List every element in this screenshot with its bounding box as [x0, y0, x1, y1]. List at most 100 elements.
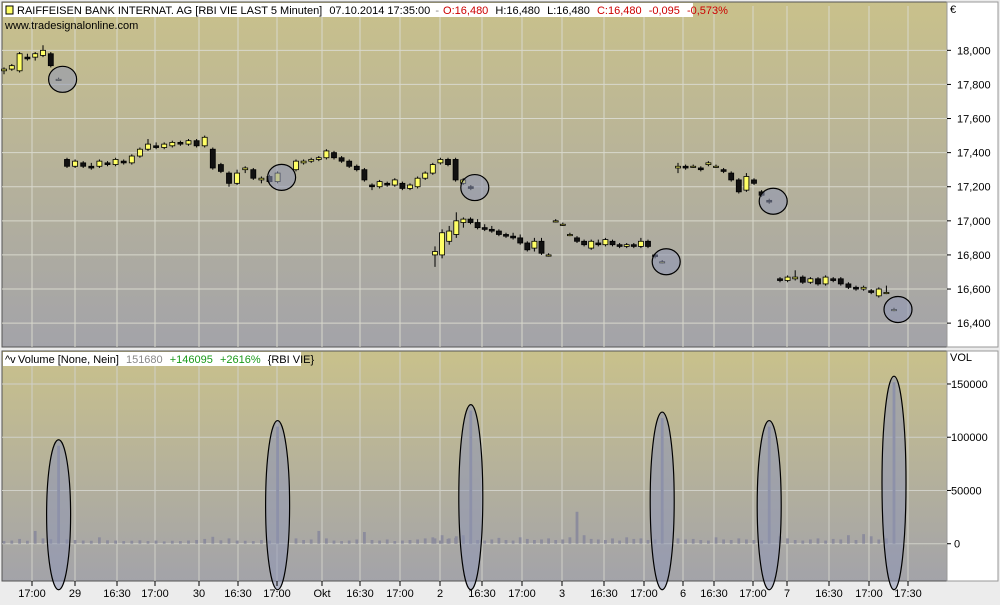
candle-body — [517, 237, 524, 244]
candle-body — [784, 276, 791, 281]
time-tick-label: 2 — [437, 588, 443, 600]
volume-bar — [847, 535, 850, 544]
volume-bar — [347, 540, 351, 544]
closing-volume-highlight — [756, 419, 782, 591]
volume-bar — [625, 537, 629, 544]
candle-body — [437, 159, 444, 164]
price-header-close: C:16,480 — [597, 5, 642, 17]
volume-tick-label: 100000 — [951, 432, 988, 444]
candle-body — [369, 184, 375, 188]
candle-body — [728, 172, 735, 181]
candle-body — [559, 223, 566, 226]
price-header-date: 07.10.2014 17:35:00 — [329, 5, 430, 17]
volume-bar — [332, 540, 336, 544]
volume-bar — [869, 536, 873, 544]
time-tick-label: 17:00 — [141, 588, 169, 600]
volume-bar — [325, 538, 328, 544]
volume-bar — [340, 541, 343, 544]
volume-bar — [596, 539, 600, 544]
volume-bar — [219, 540, 223, 544]
candle-body — [675, 165, 681, 169]
time-tick-label: 17:00 — [508, 588, 536, 600]
candle-body — [799, 276, 806, 283]
volume-bar — [568, 537, 572, 544]
price-tick-label: 17,600 — [957, 114, 991, 126]
volume-bar — [385, 539, 389, 544]
price-tick-label: 18,000 — [957, 45, 991, 57]
candle-body — [574, 237, 580, 242]
candle-body — [735, 179, 742, 193]
closing-volume-highlight — [458, 404, 484, 591]
volume-bar — [752, 539, 756, 544]
price-tick-label: 16,800 — [957, 250, 991, 262]
candle-body — [510, 235, 517, 239]
volume-bar — [203, 538, 207, 544]
candle-body — [234, 172, 241, 184]
volume-bar — [483, 540, 487, 544]
volume-bar — [130, 540, 134, 544]
candle-body — [193, 140, 200, 147]
volume-bar — [816, 538, 820, 544]
time-tick-label: 17:00 — [263, 588, 291, 600]
candle-body — [323, 150, 330, 159]
volume-bar — [98, 537, 101, 544]
candle-body — [120, 160, 127, 164]
closing-volume-highlight — [265, 419, 291, 591]
volume-header-change: +146095 — [170, 354, 213, 366]
volume-bar — [302, 539, 305, 544]
candle-body — [209, 148, 216, 169]
volume-bar — [89, 540, 93, 544]
volume-bar — [699, 539, 703, 544]
candle-body — [217, 164, 224, 172]
price-header-bg — [3, 3, 693, 17]
time-tick-label: 6 — [680, 588, 686, 600]
candle-body — [713, 165, 719, 168]
price-tick-label: 16,400 — [957, 318, 991, 330]
candle-body — [567, 234, 573, 237]
price-header: RAIFFEISEN BANK INTERNAT. AG [RBI VIE LA… — [17, 5, 728, 17]
candle-body — [853, 286, 859, 290]
candle-body — [1, 68, 7, 72]
closing-candle-highlight — [758, 187, 788, 215]
candle-body — [80, 162, 87, 167]
candle-body — [432, 251, 438, 256]
time-tick-label: 17:00 — [630, 588, 658, 600]
volume-bar — [729, 539, 733, 544]
closing-volume-highlight — [881, 375, 907, 591]
volume-bar — [235, 540, 239, 544]
time-tick-label: 3 — [559, 588, 565, 600]
candle-body — [503, 234, 509, 237]
candle-body — [88, 165, 95, 169]
closing-volume-highlight — [45, 439, 72, 591]
candle-body — [883, 292, 890, 295]
candle-body — [474, 222, 481, 229]
candle-body — [293, 160, 299, 171]
closing-volume-highlight — [649, 411, 675, 591]
volume-bar — [309, 539, 313, 544]
price-header-name: RAIFFEISEN BANK INTERNAT. AG [RBI VIE LA… — [17, 5, 322, 17]
candle-body — [24, 56, 31, 60]
volume-bar — [582, 535, 586, 544]
candle-body — [338, 157, 345, 162]
volume-bar — [10, 540, 14, 544]
candle-body — [588, 240, 595, 249]
volume-header-icon: ^v — [5, 354, 16, 366]
volume-bar — [504, 539, 508, 544]
candle-body — [452, 159, 459, 181]
volume-bar — [854, 539, 858, 544]
candle-body — [422, 172, 429, 179]
volume-bar — [745, 539, 748, 544]
candle-body — [242, 167, 249, 171]
price-tick-label: 17,200 — [957, 182, 991, 194]
closing-candle-highlight — [460, 173, 490, 202]
candle-body — [645, 240, 651, 247]
volume-bar — [370, 539, 374, 544]
candle-body — [875, 288, 882, 297]
volume-bar — [179, 541, 182, 544]
candle-body — [602, 239, 609, 246]
volume-bar — [363, 532, 366, 544]
candle-body — [743, 176, 750, 191]
time-tick-label: 17:00 — [739, 588, 767, 600]
